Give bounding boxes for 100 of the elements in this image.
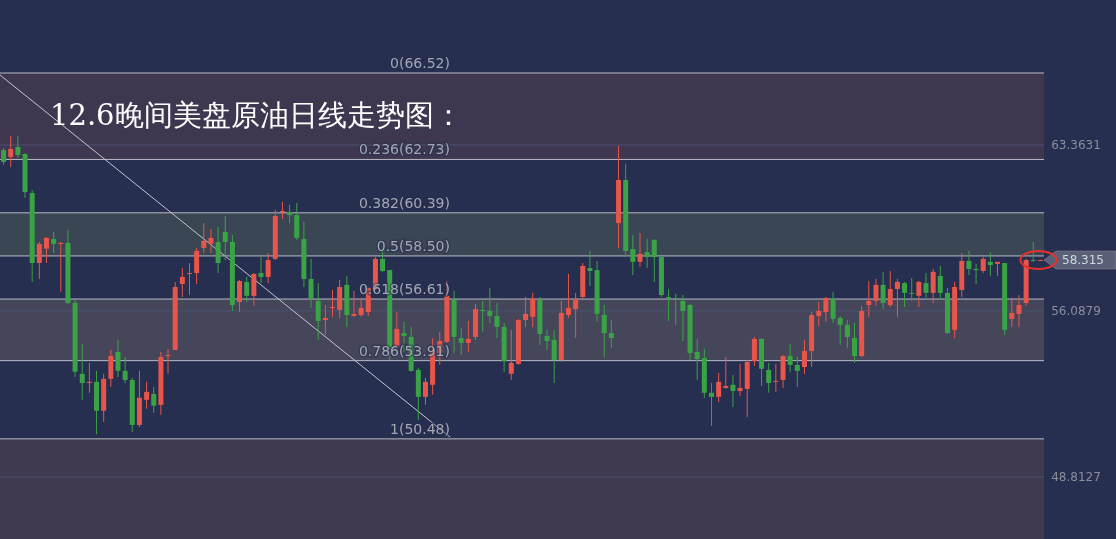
candlestick: [930, 268, 936, 304]
candlestick: [651, 238, 657, 283]
candlestick: [308, 258, 314, 309]
candlestick: [866, 280, 872, 318]
candlestick: [322, 304, 328, 336]
candlestick: [465, 320, 471, 353]
candlestick: [244, 276, 250, 303]
candlestick: [315, 282, 321, 341]
candlestick: [201, 222, 207, 254]
candlestick: [222, 215, 228, 261]
candlestick: [723, 356, 729, 390]
candlestick: [909, 277, 915, 302]
candlestick: [358, 297, 364, 318]
candlestick: [258, 256, 264, 284]
ref-line-label: 0(66.52): [390, 54, 450, 71]
ref-line-label: 0.5(58.50): [376, 237, 450, 254]
candlestick: [1030, 241, 1036, 263]
candlestick: [422, 377, 428, 406]
candlestick: [873, 278, 879, 307]
candlestick: [208, 228, 214, 254]
candlestick: [108, 349, 114, 388]
candlestick: [551, 329, 557, 384]
candlestick: [887, 270, 893, 308]
candlestick: [79, 343, 85, 401]
candlestick: [330, 289, 336, 318]
candlestick: [966, 250, 972, 276]
candlestick: [337, 279, 343, 319]
y-tick-label: 48.8127: [1051, 469, 1101, 484]
candlestick: [987, 251, 993, 277]
candlestick: [179, 267, 185, 298]
candlestick: [923, 272, 929, 299]
candlestick: [780, 354, 786, 389]
candlestick: [544, 329, 550, 351]
candlestick: [787, 343, 793, 373]
candlestick: [494, 302, 500, 339]
candlestick: [880, 271, 886, 310]
candlestick: [58, 241, 64, 293]
candlestick: [608, 319, 614, 349]
candlestick: [43, 236, 49, 264]
ref-line-label: 0.382(60.39): [358, 194, 450, 211]
candlestick: [852, 322, 858, 364]
candlestick: [122, 356, 128, 384]
candlestick: [294, 202, 300, 241]
candlestick: [1016, 294, 1022, 328]
candlestick: [730, 374, 736, 408]
candlestick: [916, 280, 922, 308]
candlestick: [751, 336, 757, 367]
candlestick: [251, 272, 257, 307]
candlestick: [766, 362, 772, 394]
candlestick: [773, 363, 779, 393]
candlestick: [530, 292, 536, 328]
candlestick: [565, 273, 571, 319]
candlestick: [587, 250, 593, 287]
candlestick: [573, 292, 579, 339]
candlestick: [194, 247, 200, 285]
candlestick: [694, 338, 700, 381]
candlestick: [801, 339, 807, 375]
candlestick: [144, 381, 150, 410]
candlestick: [523, 296, 529, 328]
candlestick: [902, 281, 908, 308]
candlestick: [287, 204, 293, 224]
candlestick: [508, 329, 514, 381]
y-tick-label: 56.0879: [1051, 303, 1101, 318]
candlestick: [844, 319, 850, 349]
candlestick: [351, 290, 357, 318]
candlestick: [480, 300, 486, 333]
candlestick: [487, 287, 493, 324]
candlestick: [830, 291, 836, 324]
candlestick: [458, 327, 464, 356]
candlestick: [8, 135, 14, 168]
candlestick: [680, 294, 686, 342]
candlestick: [36, 241, 42, 280]
candlestick: [673, 293, 679, 326]
candlestick: [1009, 297, 1015, 328]
candlestick: [215, 226, 221, 274]
candlestick: [737, 363, 743, 397]
candlestick: [666, 288, 672, 322]
candlestick: [186, 262, 192, 296]
candlestick: [115, 339, 121, 378]
candlestick: [794, 356, 800, 388]
candlestick: [837, 315, 843, 346]
candlestick: [644, 238, 650, 269]
candlestick: [279, 201, 285, 220]
candlestick: [708, 382, 714, 427]
candlestick: [237, 279, 243, 313]
y-tick-label: 63.3631: [1051, 138, 1101, 152]
text: 12.6晚间美盘原油日线走势图：: [50, 98, 463, 132]
candlestick: [716, 372, 722, 403]
candlestick: [51, 231, 57, 254]
candlestick: [15, 135, 21, 159]
candlestick: [816, 301, 822, 327]
candlestick: [151, 386, 157, 414]
candlestick: [630, 234, 636, 276]
text: 58.315: [1062, 253, 1104, 268]
candlestick: [823, 296, 829, 323]
candlestick: [937, 265, 943, 301]
candlestick: [637, 232, 643, 268]
candlestick: [894, 278, 900, 318]
ref-line-label: 0.236(62.73): [358, 141, 450, 158]
candlestick: [601, 304, 607, 359]
